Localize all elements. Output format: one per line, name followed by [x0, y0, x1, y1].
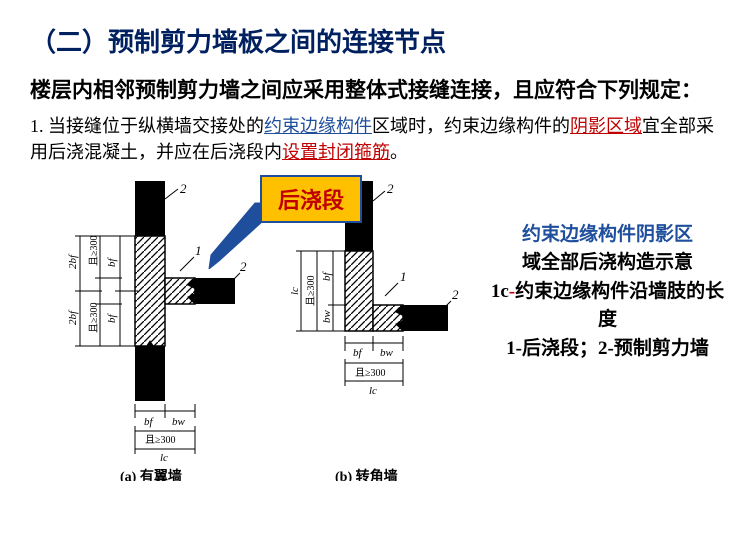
caption-line-1: 域全部后浇构造示意	[490, 249, 725, 278]
section-title: （二）预制剪力墙板之间的连接节点	[0, 0, 755, 59]
intro-paragraph: 楼层内相邻预制剪力墙之间应采用整体式接缝连接，且应符合下列规定：	[0, 59, 755, 107]
caption-title: 约束边缘构件阴影区	[490, 221, 725, 250]
fig-b-h300: 且≥300	[355, 367, 386, 379]
fig-a-h300: 且≥300	[145, 434, 176, 446]
fig-a-hbf: bf	[144, 416, 155, 428]
fig-a-v300-b: 且≥300	[88, 302, 100, 333]
fig-b-hlc: lc	[369, 385, 377, 397]
callout-label: 后浇段	[260, 175, 362, 223]
caption-line-3: 1-后浇段；2-预制剪力墙	[490, 335, 725, 364]
fig-a-hbw: bw	[172, 416, 186, 428]
fig-a-hlc: lc	[160, 452, 168, 464]
fig-b-label-1: 1	[400, 269, 407, 284]
fig-a-v2bf-b: 2bf	[67, 309, 79, 325]
rule-suffix: 。	[390, 142, 408, 162]
rule-red-2: 设置封闭箍筋	[282, 142, 390, 162]
fig-b-hbf: bf	[353, 347, 364, 359]
fig-b-hbw: bw	[380, 347, 394, 359]
figure-b-caption: (b) 转角墙	[335, 468, 398, 481]
rule-red-1: 阴影区域	[570, 116, 642, 136]
content-row: 后浇段	[0, 165, 755, 481]
fig-a-v300-t: 且≥300	[88, 235, 100, 266]
fig-a-v2bf-t: 2bf	[67, 253, 79, 269]
rule-blue-1: 约束边缘构件	[264, 116, 372, 136]
caption-group: 约束边缘构件阴影区 域全部后浇构造示意 1c-约束边缘构件沿墙肢的长度 1-后浇…	[480, 171, 735, 481]
figure-a-caption: (a) 有翼墙	[120, 468, 182, 481]
rule-1: 1. 当接缝位于纵横墙交接处的约束边缘构件区域时，约束边缘构件的阴影区域宜全部采…	[0, 107, 755, 165]
diagram-area: 后浇段	[20, 171, 480, 481]
fig-b-label-2-top: 2	[387, 181, 394, 196]
fig-a-vbf-top: bf	[106, 256, 118, 267]
fig-b-vbf: bf	[321, 270, 333, 281]
fig-b-vbw: bw	[321, 309, 333, 323]
fig-b-label-2-right: 2	[452, 287, 459, 302]
callout-arrow	[205, 199, 265, 269]
fig-a-vbf-bot: bf	[106, 312, 118, 323]
caption-line-2: 1c-约束边缘构件沿墙肢的长度	[490, 278, 725, 335]
caption-1c: 1c	[491, 281, 509, 302]
fig-a-label-2-top: 2	[180, 181, 187, 196]
caption-line2b: 约束边缘构件沿墙肢的长度	[515, 281, 724, 331]
fig-b-vlc: lc	[289, 287, 301, 295]
rule-mid-1: 区域时，约束边缘构件的	[372, 116, 570, 136]
fig-b-v300: 且≥300	[305, 275, 317, 306]
rule-prefix: 1. 当接缝位于纵横墙交接处的	[30, 116, 264, 136]
fig-a-label-1: 1	[195, 243, 202, 258]
